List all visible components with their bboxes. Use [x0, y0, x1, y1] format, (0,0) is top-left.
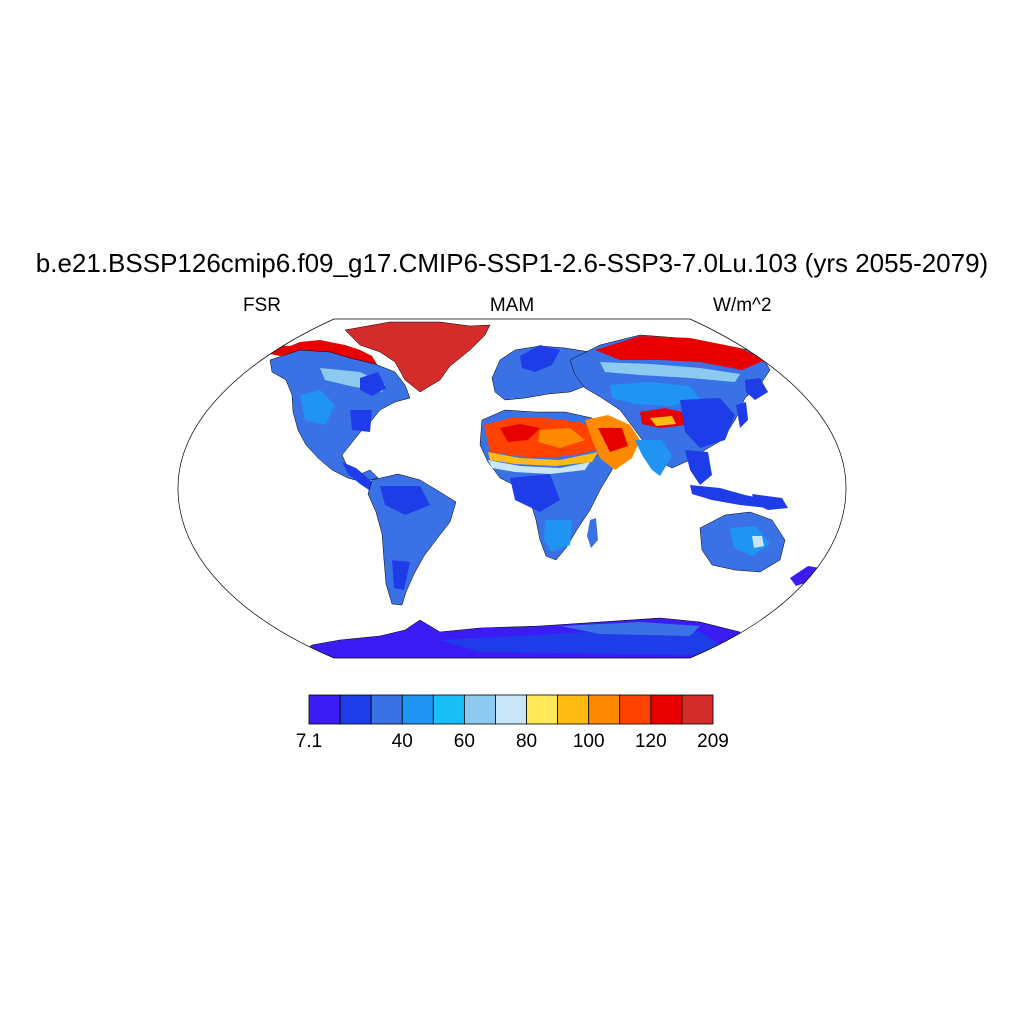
plot-title: b.e21.BSSP126cmip6.f09_g17.CMIP6-SSP1-2.… — [35, 248, 989, 278]
australia-hot — [752, 536, 764, 548]
season-label: MAM — [489, 295, 535, 316]
scandinavia — [520, 345, 560, 372]
madagascar — [587, 518, 598, 548]
colorbar-tick-label: 7.1 — [295, 731, 323, 752]
na-hudson — [360, 372, 386, 396]
colorbar-tick-label: 80 — [515, 731, 538, 752]
siberia-north — [595, 336, 765, 370]
sa-amazon — [380, 486, 430, 515]
central-asia — [610, 382, 700, 406]
sahara-orange — [538, 428, 585, 448]
kamchatka — [745, 378, 768, 400]
sa-south — [392, 560, 410, 590]
na-cyan-patch — [300, 390, 335, 425]
colorbar — [308, 694, 714, 725]
colorbar-swatch — [619, 694, 652, 725]
colorbar-swatch — [495, 694, 527, 725]
colorbar-tick-label: 209 — [697, 731, 729, 752]
sahara-hot — [500, 424, 540, 442]
india — [635, 440, 672, 476]
sahel-pale — [488, 460, 590, 474]
colorbar-tick-label: 40 — [391, 731, 413, 752]
colorbar-swatch — [339, 694, 372, 725]
map-border — [177, 318, 847, 659]
greenland — [344, 321, 491, 393]
new-guinea — [752, 494, 788, 510]
colorbar-swatch — [401, 694, 434, 725]
colorbar-swatch — [370, 694, 403, 725]
sahel — [488, 452, 598, 466]
colorbar-swatch — [308, 694, 341, 725]
colorbar-swatch — [526, 694, 559, 725]
congo — [510, 474, 560, 512]
colorbar-swatch — [557, 694, 590, 725]
na-east — [350, 410, 372, 432]
colorbar-swatch — [650, 694, 683, 725]
colorbar-swatch — [463, 694, 496, 725]
southern-africa — [544, 520, 572, 552]
japan — [736, 402, 748, 428]
colorbar-tick-label: 120 — [634, 731, 667, 752]
siberia-pale — [600, 362, 740, 382]
antarctica-edge — [560, 622, 700, 636]
colorbar-tick-label: 60 — [453, 731, 475, 752]
colorbar-swatch — [681, 694, 714, 725]
antarctica-inner — [440, 630, 720, 655]
china — [680, 398, 735, 448]
central-america — [342, 462, 378, 492]
colorbar-swatch — [432, 694, 465, 725]
north-america — [269, 349, 411, 483]
colorbar-tick-label: 100 — [572, 731, 605, 752]
se-asia — [685, 450, 712, 485]
australia-pale — [730, 526, 770, 556]
new-zealand — [790, 566, 820, 586]
variable-label: FSR — [243, 295, 281, 316]
units-label: W/m^2 — [713, 295, 772, 316]
indonesia — [690, 485, 770, 508]
tibet-yellow — [650, 416, 676, 426]
colorbar-swatch — [588, 694, 621, 725]
arabia-red — [598, 428, 628, 452]
